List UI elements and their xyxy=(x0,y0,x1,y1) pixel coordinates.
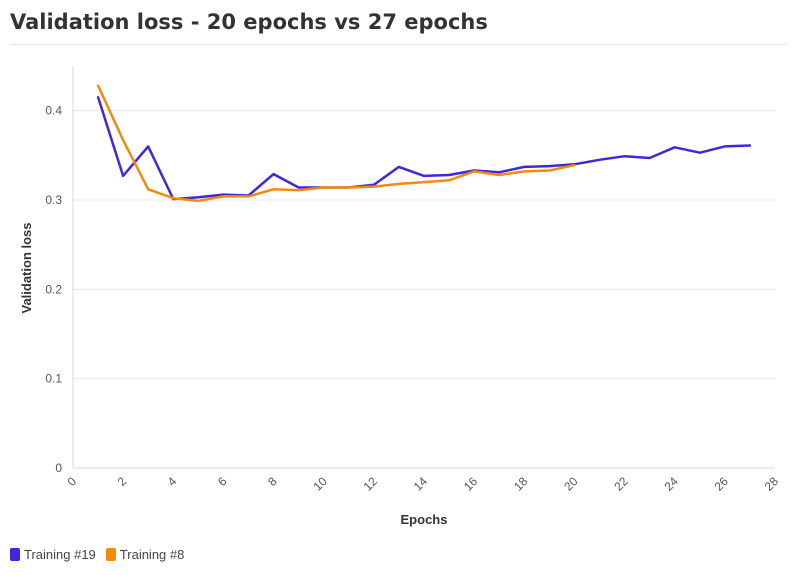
y-tick-label: 0.1 xyxy=(45,372,62,386)
line-chart: 00.10.20.30.4 0 2 4 6 8 10 12 14 16 18 20 22 24 26 28 … xyxy=(19,66,781,527)
chart-title: Validation loss - 20 epochs vs 27 epochs xyxy=(10,10,488,34)
legend-label: Training #19 xyxy=(24,547,96,562)
legend-swatch xyxy=(10,548,20,561)
x-tick-label: 24 xyxy=(661,474,681,494)
y-axis-label: Validation loss xyxy=(19,222,34,313)
series-lines xyxy=(96,84,752,203)
legend-item-series-1[interactable]: Training #19 xyxy=(10,547,96,562)
y-tick-label: 0.2 xyxy=(45,282,62,296)
x-tick-label: 22 xyxy=(611,474,631,494)
x-axis-label: Epochs xyxy=(401,512,448,527)
legend-swatch xyxy=(105,548,116,561)
x-tick-label: 26 xyxy=(712,474,732,494)
legend-item-series-2[interactable]: Training #8 xyxy=(105,547,185,562)
x-tick-label: 0 xyxy=(64,474,79,489)
x-tick-label: 28 xyxy=(762,474,782,494)
x-tick-label: 8 xyxy=(265,474,280,489)
x-tick-label: 14 xyxy=(411,474,431,494)
x-tick-label: 2 xyxy=(115,474,130,489)
x-tick-label: 12 xyxy=(361,474,381,494)
x-tick-label: 4 xyxy=(165,474,180,489)
axes xyxy=(72,66,775,469)
series-line-2 xyxy=(96,84,576,203)
x-tick-labels: 0 2 4 6 8 10 12 14 16 18 20 22 24 26 28 xyxy=(64,474,781,494)
y-tick-label: 0.3 xyxy=(45,193,62,207)
legend-label: Training #8 xyxy=(119,547,185,562)
x-tick-label: 20 xyxy=(561,474,581,494)
y-tick-label: 0.4 xyxy=(45,104,62,118)
title-divider xyxy=(10,44,786,45)
legend: Training #19 Training #8 xyxy=(10,547,184,562)
x-tick-label: 10 xyxy=(310,474,330,494)
y-tick-label: 0 xyxy=(55,461,62,475)
x-tick-label: 6 xyxy=(215,474,230,489)
grid-lines xyxy=(73,110,775,380)
series-line-1 xyxy=(96,96,752,201)
x-tick-label: 18 xyxy=(511,474,531,494)
y-tick-labels: 0 0.1 0.2 0.3 0.4 xyxy=(45,104,62,475)
x-tick-label: 16 xyxy=(461,474,481,494)
